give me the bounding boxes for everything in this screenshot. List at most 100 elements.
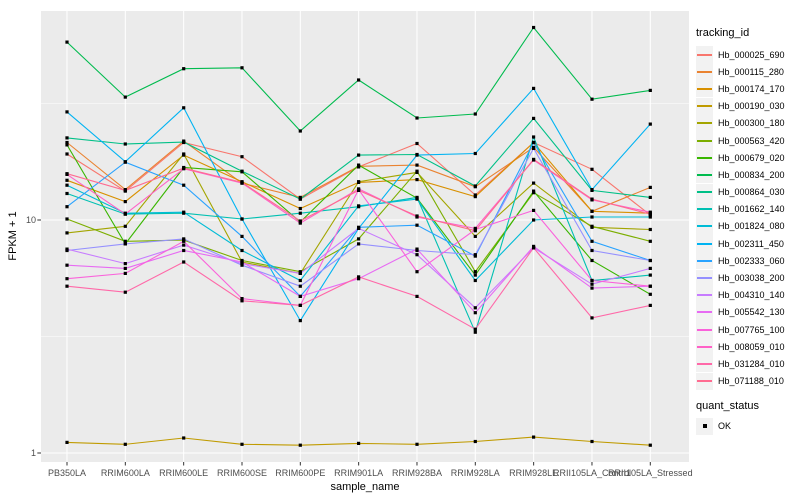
data-point xyxy=(648,266,652,270)
data-point xyxy=(532,135,536,139)
data-point xyxy=(357,188,361,192)
x-tick-label: RRIM600LA xyxy=(100,468,150,478)
data-point xyxy=(182,166,186,170)
legend-key xyxy=(696,80,713,98)
data-point xyxy=(532,191,536,195)
data-point xyxy=(65,263,69,267)
data-point xyxy=(648,284,652,288)
legend-item: Hb_001824_080 xyxy=(696,217,800,235)
data-point xyxy=(298,270,302,274)
data-point xyxy=(182,436,186,440)
data-point xyxy=(532,157,536,161)
data-point xyxy=(415,223,419,227)
data-point xyxy=(65,284,69,288)
legend-item: Hb_000174_170 xyxy=(696,80,800,98)
legend-key-line-icon xyxy=(697,191,712,194)
data-point xyxy=(532,116,536,120)
legend-title-tracking-id: tracking_id xyxy=(696,27,750,39)
data-point xyxy=(182,248,186,253)
legend-label: Hb_003038_200 xyxy=(718,273,785,284)
data-point xyxy=(415,195,419,199)
legend-key xyxy=(696,303,713,321)
legend-key-line-icon xyxy=(697,139,712,142)
data-point xyxy=(532,208,536,212)
data-point xyxy=(415,270,419,274)
data-point xyxy=(590,239,594,243)
legend-label: Hb_000679_020 xyxy=(718,152,785,163)
data-point xyxy=(590,197,594,201)
data-point xyxy=(648,443,652,447)
x-tick-label: RRII105LA_Control xyxy=(552,468,631,478)
legend-label: Hb_000115_280 xyxy=(718,66,784,77)
data-point xyxy=(240,299,244,303)
legend-item: Hb_000190_030 xyxy=(696,97,800,115)
x-axis-title: sample_name xyxy=(330,481,400,493)
data-point xyxy=(298,294,302,298)
legend-item: Hb_071188_010 xyxy=(696,372,800,390)
data-point xyxy=(473,151,477,156)
data-point xyxy=(123,290,127,294)
axis-ticks xyxy=(37,219,651,466)
data-point xyxy=(357,153,361,157)
data-point xyxy=(473,306,477,310)
legend-title-quant-status: quant_status xyxy=(696,399,759,412)
data-point xyxy=(473,330,477,334)
data-point xyxy=(415,163,419,167)
data-point xyxy=(648,215,652,219)
legend-label: Hb_000864_030 xyxy=(718,187,785,198)
data-point xyxy=(648,292,652,296)
data-point xyxy=(298,219,302,223)
legend-key-line-icon xyxy=(697,105,712,108)
data-point xyxy=(123,160,127,164)
legend-key xyxy=(696,63,713,81)
data-point xyxy=(298,197,302,201)
legend-key-line-icon xyxy=(697,156,712,159)
data-point xyxy=(590,258,594,263)
data-point xyxy=(182,152,186,156)
data-point xyxy=(473,327,477,331)
data-point xyxy=(298,284,302,288)
data-point xyxy=(240,442,244,446)
legend-item: Hb_031284_010 xyxy=(696,355,800,373)
data-point xyxy=(473,270,477,274)
data-point xyxy=(123,271,127,275)
data-point xyxy=(123,212,127,216)
data-point xyxy=(123,142,127,146)
data-point xyxy=(532,181,536,185)
legend-key xyxy=(696,114,713,132)
data-point xyxy=(473,311,477,315)
data-point xyxy=(532,86,536,90)
legend-label: Hb_002311_450 xyxy=(718,238,784,249)
data-point xyxy=(65,183,69,187)
x-tick-label: RRIM928BA xyxy=(391,468,442,478)
legend-key xyxy=(696,166,713,184)
x-tick-label: RRIM600SE xyxy=(216,468,267,478)
data-point xyxy=(648,122,652,126)
data-point xyxy=(532,146,536,150)
data-point xyxy=(182,239,186,243)
data-point xyxy=(123,442,127,446)
data-point xyxy=(65,277,69,281)
data-point xyxy=(590,316,594,320)
data-point xyxy=(590,215,594,219)
legend-key-line-icon xyxy=(697,53,712,56)
data-point xyxy=(65,440,69,444)
legend-item: Hb_000834_200 xyxy=(696,166,800,184)
black-square-point-icon xyxy=(702,424,707,429)
data-point xyxy=(298,211,302,215)
data-point xyxy=(182,183,186,187)
legend-key-line-icon xyxy=(697,277,712,280)
legend-item: Hb_000300_180 xyxy=(696,114,800,132)
legend-label: Hb_001824_080 xyxy=(718,221,785,232)
data-point xyxy=(123,95,127,99)
legend-label: Hb_000834_200 xyxy=(718,169,785,180)
legend-item: Hb_002311_450 xyxy=(696,235,800,253)
data-point xyxy=(65,136,69,140)
data-point xyxy=(415,116,419,120)
x-tick-label: RRIM901LA xyxy=(334,468,384,478)
data-point xyxy=(240,234,244,238)
data-point xyxy=(415,169,419,173)
